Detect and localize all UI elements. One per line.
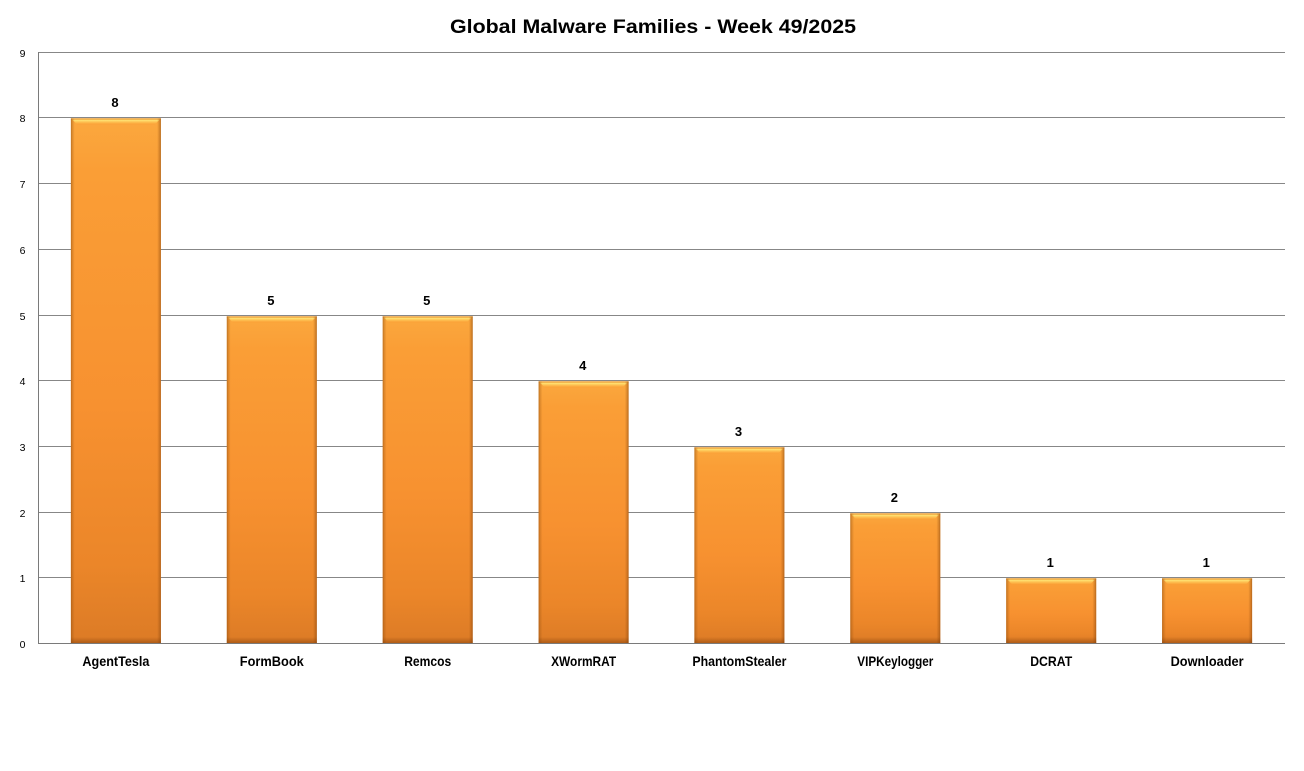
svg-text:1: 1	[20, 573, 26, 585]
svg-text:Downloader: Downloader	[1171, 653, 1244, 669]
svg-text:8: 8	[111, 95, 118, 110]
svg-text:4: 4	[20, 376, 26, 388]
svg-text:3: 3	[735, 424, 742, 439]
svg-text:7: 7	[20, 179, 26, 191]
svg-text:0: 0	[20, 639, 26, 651]
svg-text:6: 6	[20, 245, 26, 257]
svg-text:Global Malware Families - Week: Global Malware Families - Week 49/2025	[450, 16, 856, 38]
svg-text:5: 5	[267, 293, 274, 308]
svg-text:FormBook: FormBook	[240, 653, 304, 669]
svg-text:8: 8	[20, 113, 26, 125]
svg-text:5: 5	[423, 293, 430, 308]
svg-text:4: 4	[579, 358, 587, 373]
svg-text:PhantomStealer: PhantomStealer	[692, 653, 786, 669]
svg-text:DCRAT: DCRAT	[1030, 653, 1072, 669]
svg-text:5: 5	[20, 311, 26, 323]
svg-text:2: 2	[891, 490, 898, 505]
svg-text:VIPKeylogger: VIPKeylogger	[857, 653, 933, 669]
svg-text:2: 2	[20, 508, 26, 520]
svg-text:9: 9	[20, 48, 26, 60]
svg-text:1: 1	[1203, 555, 1210, 570]
svg-text:AgentTesla: AgentTesla	[82, 653, 149, 669]
svg-text:XWormRAT: XWormRAT	[551, 653, 616, 669]
svg-text:Remcos: Remcos	[404, 653, 451, 669]
svg-text:3: 3	[20, 442, 26, 454]
svg-text:1: 1	[1047, 555, 1054, 570]
